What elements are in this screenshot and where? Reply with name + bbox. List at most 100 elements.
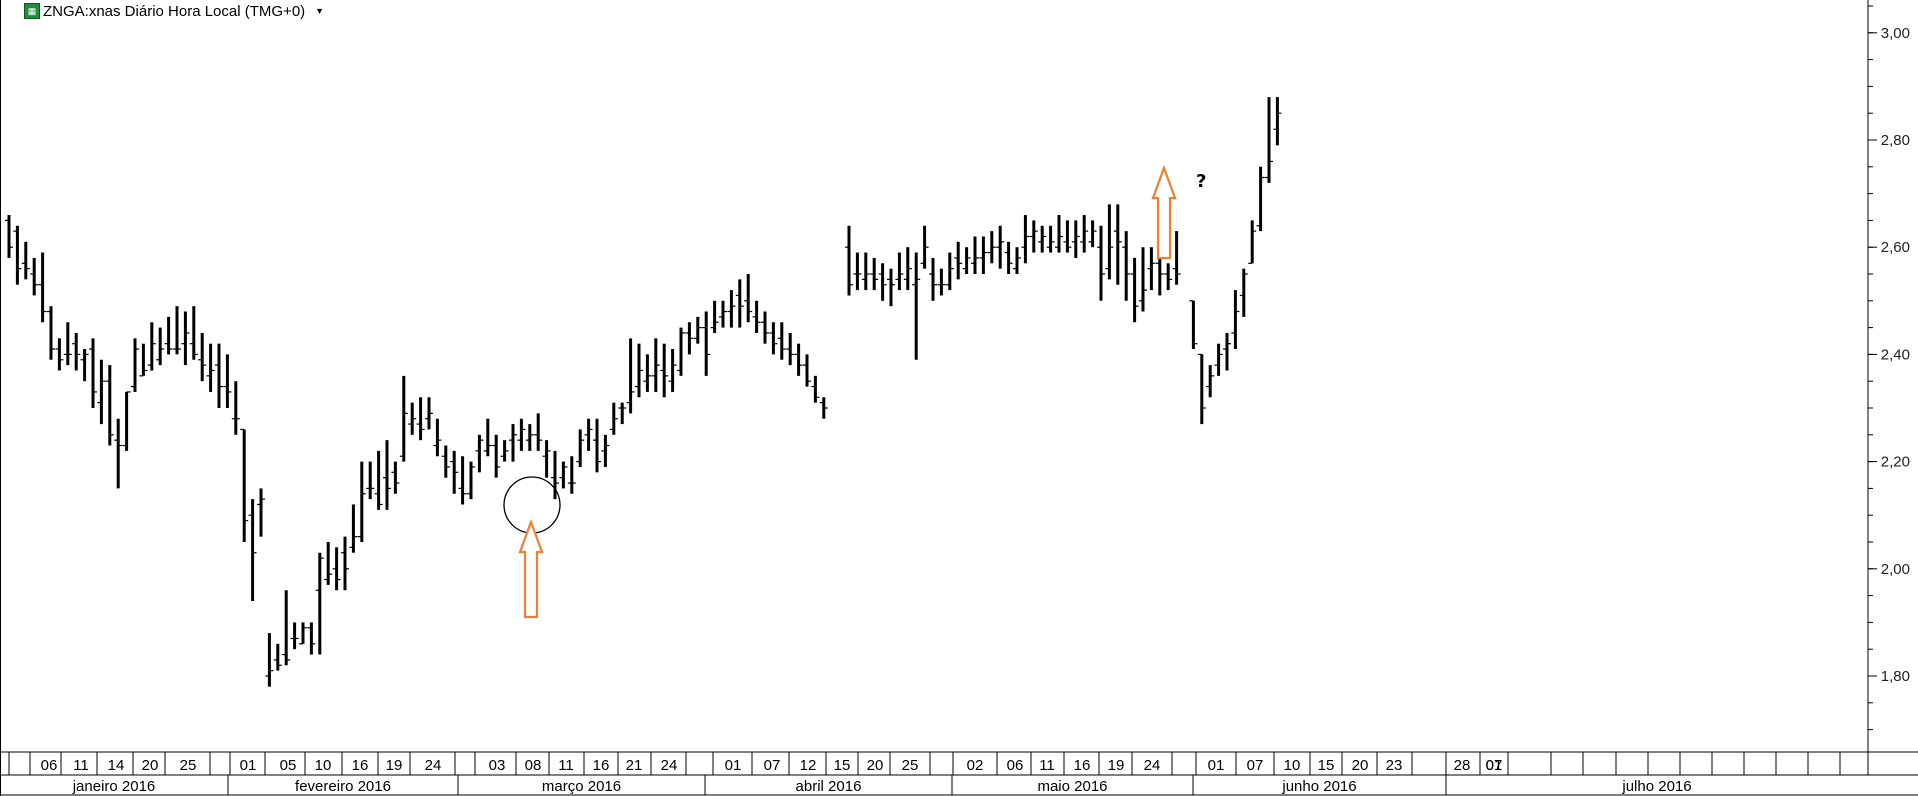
ohlc-bar	[752, 300, 761, 333]
x-day-label: 25	[902, 757, 919, 774]
x-day-label: 06	[41, 757, 58, 774]
up-arrow-icon	[1151, 164, 1177, 260]
ohlc-bar	[878, 263, 887, 301]
x-day-label: 07	[1247, 757, 1264, 774]
ohlc-bar	[248, 499, 257, 601]
ohlc-bar	[1248, 220, 1257, 264]
x-day-label: 20	[142, 757, 159, 774]
ohlc-bar	[1063, 220, 1072, 253]
y-tick-label: 3,00	[1881, 25, 1910, 42]
x-day-label: 01	[240, 757, 257, 774]
ohlc-bar	[483, 418, 492, 457]
ohlc-bar	[761, 311, 769, 344]
ohlc-bar	[794, 343, 803, 376]
ohlc-bar	[433, 418, 442, 457]
ohlc-bar	[1097, 225, 1105, 301]
ohlc-bar	[467, 461, 475, 500]
ohlc-bar	[912, 252, 921, 360]
ohlc-bar	[769, 322, 778, 355]
x-day-label: 14	[108, 757, 125, 774]
ohlc-bar	[399, 375, 408, 462]
ohlc-bar	[122, 391, 131, 451]
ohlc-bar	[887, 268, 895, 307]
x-day-label: 02	[967, 757, 984, 774]
x-day-label: 24	[425, 757, 442, 774]
ohlc-bar	[1004, 241, 1013, 274]
ohlc-bar	[727, 290, 736, 328]
caret-down-icon[interactable]: ▼	[315, 6, 325, 16]
ohlc-bar	[777, 322, 786, 360]
ohlc-bar	[668, 349, 677, 392]
ohlc-bar	[584, 418, 593, 451]
ohlc-bar	[601, 434, 610, 467]
ohlc-bar	[819, 397, 828, 419]
ohlc-bar	[803, 354, 811, 387]
ohlc-bar	[677, 327, 685, 376]
ohlc-bar	[290, 622, 299, 650]
x-day-label: 10	[315, 757, 332, 774]
x-day-label: 16	[352, 757, 369, 774]
ohlc-bar	[979, 236, 988, 274]
x-day-label: 07	[1486, 757, 1503, 774]
ohlc-bar	[357, 461, 366, 542]
ohlc-bar	[786, 332, 795, 366]
ohlc-bar	[1147, 247, 1156, 291]
ohlc-bar	[971, 236, 979, 274]
ohlc-bar	[744, 274, 753, 323]
ohlc-bar	[1206, 365, 1215, 398]
ohlc-bar	[458, 456, 467, 505]
ohlc-bar	[282, 590, 291, 666]
ohlc-bar	[1139, 247, 1147, 312]
ohlc-bar	[391, 461, 400, 494]
y-tick-label: 2,60	[1881, 239, 1910, 256]
ohlc-bar	[996, 225, 1005, 269]
x-day-label: 28	[1454, 757, 1471, 774]
ohlc-bar	[5, 215, 13, 258]
ohlc-bar	[366, 461, 375, 500]
ohlc-bar	[509, 424, 517, 462]
ohlc-bar	[181, 311, 190, 366]
ohlc-bar	[265, 633, 274, 687]
x-month-label: junho 2016	[1281, 778, 1356, 795]
ohlc-bar	[559, 461, 568, 489]
ohlc-bar	[710, 300, 719, 333]
x-day-label: 20	[867, 757, 884, 774]
ohlc-bar	[1021, 215, 1030, 264]
ohlc-bar	[987, 231, 996, 264]
ohlc-bar	[80, 349, 89, 382]
ohlc-bar	[223, 354, 232, 408]
x-month-label: março 2016	[542, 778, 621, 795]
ohlc-bar	[626, 338, 635, 414]
ohlc-bar	[945, 252, 954, 291]
y-tick-label: 2,40	[1881, 346, 1910, 363]
ohlc-bar	[1055, 215, 1063, 253]
ohlc-bar	[903, 247, 912, 291]
ohlc-bar	[1046, 225, 1055, 253]
price-bars	[5, 97, 1282, 687]
ohlc-bar	[332, 547, 341, 591]
ohlc-bar	[870, 257, 879, 291]
x-day-label: 12	[800, 757, 817, 774]
ohlc-bar	[1273, 97, 1282, 146]
x-month-label: abril 2016	[796, 778, 862, 795]
chart-title-bar[interactable]: ▦ ZNGA:xnas Diário Hora Local (TMG+0) ▼	[24, 2, 324, 20]
ohlc-bar	[1239, 268, 1248, 317]
ohlc-bar	[811, 375, 820, 403]
ohlc-bar	[1256, 166, 1265, 232]
ohlc-bar	[450, 450, 459, 494]
ohlc-bar	[1088, 220, 1097, 248]
ohlc-bar	[1164, 263, 1173, 291]
x-day-label: 07	[764, 757, 781, 774]
ohlc-bar	[1231, 290, 1240, 350]
x-day-label: 01	[725, 757, 742, 774]
ohlc-bar	[517, 418, 526, 451]
ohlc-bar	[408, 402, 417, 435]
x-day-label: 08	[525, 757, 542, 774]
x-day-label: 24	[661, 757, 678, 774]
annotations: ?	[503, 164, 1206, 619]
ohlc-bar	[1113, 204, 1122, 285]
ohlc-bar	[273, 643, 282, 671]
x-day-label: 16	[593, 757, 610, 774]
ohlc-bar	[215, 343, 223, 408]
ohlc-bar	[315, 552, 324, 655]
